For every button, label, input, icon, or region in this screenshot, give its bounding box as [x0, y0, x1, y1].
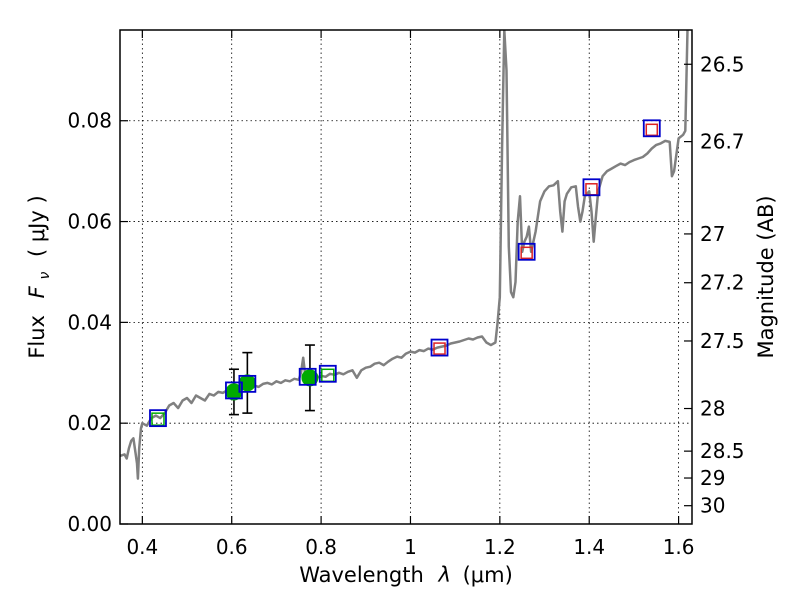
- x-axis-title: Wavelength λ (μm): [299, 563, 513, 587]
- y-axis-title-text: Flux: [25, 315, 49, 359]
- x-tick-label: 1: [404, 535, 417, 559]
- green-data-point: [301, 369, 319, 387]
- red-square-point: [645, 123, 659, 137]
- y2-tick-label: 30: [700, 494, 725, 518]
- y2-tick-label: 27.2: [700, 271, 745, 295]
- y-axis-title-unit: ( μJy ): [25, 195, 49, 257]
- x-tick-label: 0.6: [216, 535, 248, 559]
- x-tick-label: 1.4: [573, 535, 605, 559]
- y-tick-label: 0.08: [67, 109, 112, 133]
- y-tick-label: 0.02: [67, 411, 112, 435]
- blue-square-point: [318, 364, 337, 383]
- y2-tick-label: 26.7: [700, 130, 745, 154]
- red-square-point: [433, 342, 446, 355]
- blue-square-point: [582, 178, 601, 197]
- blue-square-point: [238, 374, 257, 393]
- blue-square-point: [517, 242, 536, 261]
- y2-ticks: 26.5 26.7 27 27.2 27.5 28 28.5 29 30: [684, 52, 745, 518]
- blue-square-point: [430, 338, 449, 357]
- y-ticks: 0.00 0.02 0.04 0.06 0.08: [67, 109, 128, 536]
- x-axis-title-unit: (μm): [463, 563, 513, 587]
- y-tick-label: 0.04: [67, 310, 112, 334]
- blue-square-point: [298, 367, 317, 386]
- x-tick-label: 1.6: [663, 535, 695, 559]
- gridlines: [120, 30, 692, 524]
- x-axis-title-text: Wavelength: [299, 563, 424, 587]
- y2-tick-label: 27.5: [700, 329, 745, 353]
- y-axis-title: Flux F ν ( μJy ): [25, 195, 54, 358]
- x-ticks: 0.4 0.6 0.8 1 1.2 1.4 1.6: [126, 30, 695, 559]
- y-axis-title-sub: ν: [37, 272, 53, 280]
- x-tick-label: 0.8: [305, 535, 337, 559]
- y2-tick-label: 28.5: [700, 439, 745, 463]
- x-tick-label: 0.4: [126, 535, 158, 559]
- blue-square-point: [225, 381, 243, 400]
- blue-square-point: [149, 409, 167, 428]
- red-square-point: [520, 246, 533, 260]
- blue-square-point: [642, 119, 661, 138]
- y2-tick-label: 28: [700, 397, 725, 421]
- sed-line-group: [120, 30, 689, 480]
- sed-line: [120, 30, 689, 480]
- y2-tick-label: 29: [700, 466, 725, 490]
- green-square-point: [151, 412, 165, 426]
- y2-axis-title: Magnitude (AB): [754, 195, 778, 358]
- y2-tick-label: 26.5: [700, 52, 745, 76]
- y-tick-label: 0.00: [67, 512, 112, 536]
- y2-tick-label: 27: [700, 222, 725, 246]
- y-tick-label: 0.06: [67, 210, 112, 234]
- y-axis-title-symbol: F: [25, 285, 49, 298]
- plot-frame: [119, 29, 693, 525]
- x-axis-title-symbol: λ: [437, 563, 450, 587]
- markers: [149, 119, 661, 428]
- x-tick-label: 1.2: [484, 535, 516, 559]
